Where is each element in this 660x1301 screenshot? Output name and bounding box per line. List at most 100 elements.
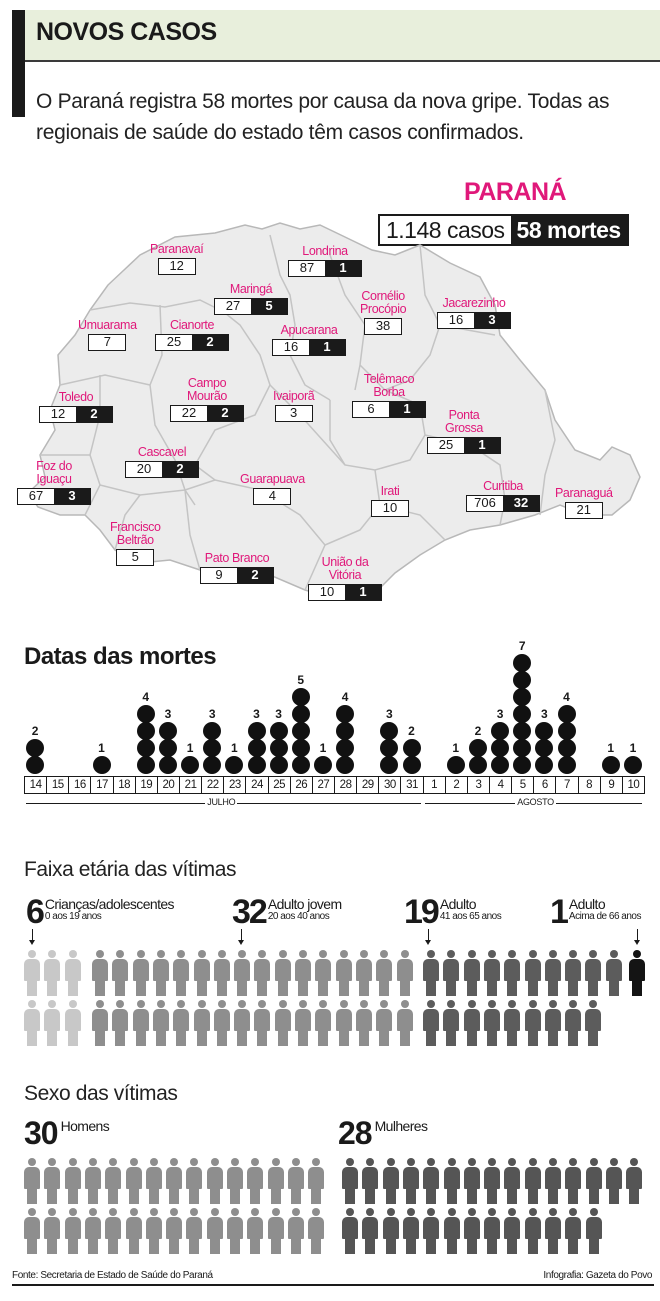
map-region: Apucarana 16 1: [272, 324, 346, 356]
person-icon: [342, 1208, 358, 1254]
arrow-down-icon: [634, 929, 640, 945]
person-icon: [213, 950, 230, 996]
date-cell: 10: [621, 776, 645, 794]
map-region: Ivaiporã 3: [273, 390, 315, 422]
person-icon: [545, 1158, 561, 1204]
person-icon: [152, 950, 169, 996]
person-icon: [585, 1000, 602, 1046]
region-cases: 67: [18, 489, 54, 504]
date-cell: 29: [356, 776, 380, 794]
region-cases: 706: [467, 496, 503, 511]
age-group-children: 6 Crianças/adolescentes 0 aos 19 anos: [26, 893, 175, 931]
region-cases: 87: [289, 261, 325, 276]
death-dot: [402, 756, 421, 774]
region-stats: 21: [564, 502, 603, 519]
person-icon: [112, 950, 129, 996]
region-name: Pato Branco: [204, 551, 270, 565]
date-cell: 16: [68, 776, 92, 794]
header-accent-bar: [12, 10, 25, 117]
person-icon: [402, 1208, 419, 1254]
map-region: Cornélio Procópio 38: [360, 290, 407, 335]
map-region: Pato Branco 9 2: [200, 552, 274, 584]
arrow-down-icon: [425, 929, 431, 945]
person-icon: [267, 1158, 284, 1204]
region-name: Curitiba: [483, 479, 523, 493]
person-icon: [254, 1000, 271, 1046]
men-count: 30: [24, 1115, 59, 1151]
map-region: Telêmaco Borba 6 1: [352, 373, 426, 418]
person-icon: [105, 1158, 122, 1204]
map-region: Foz do Iguaçu 67 3: [17, 460, 91, 505]
region-name: Toledo: [58, 390, 94, 404]
death-dot: [336, 705, 355, 723]
death-dot: [203, 722, 222, 740]
person-icon: [544, 950, 561, 996]
death-dot: [247, 739, 266, 757]
map-region: União da Vitória 10 1: [308, 556, 382, 601]
person-icon: [355, 1000, 372, 1046]
death-dot: [247, 756, 266, 774]
person-icon: [254, 950, 271, 996]
region-deaths: 2: [162, 462, 198, 477]
date-death-count: 3: [253, 707, 260, 721]
date-cell: 21: [179, 776, 203, 794]
state-title: PARANÁ: [464, 178, 567, 206]
region-stats: 3: [274, 405, 313, 422]
date-cell: 23: [223, 776, 247, 794]
date-death-count: 2: [31, 724, 39, 738]
region-name: Beltrão: [116, 533, 154, 547]
death-dot: [513, 671, 532, 689]
person-icon: [423, 1208, 440, 1254]
death-dot: [181, 756, 200, 774]
person-icon: [443, 1208, 460, 1254]
region-stats: 25 1: [427, 437, 501, 454]
death-dot: [380, 739, 399, 757]
men-label: Homens: [60, 1118, 110, 1134]
map-region: Paranavaí 12: [150, 243, 204, 275]
person-icon: [504, 1158, 521, 1204]
person-icon: [295, 950, 311, 996]
region-name: Mourão: [187, 389, 227, 403]
date-death-count: 1: [98, 741, 105, 755]
person-icon: [44, 1208, 61, 1254]
person-icon: [92, 1000, 108, 1046]
person-icon: [463, 1000, 480, 1046]
person-icon: [24, 950, 40, 996]
death-dot: [158, 722, 177, 740]
region-name: Ponta: [448, 408, 480, 422]
death-dot: [513, 756, 532, 774]
region-cases: 38: [365, 319, 402, 334]
person-icon: [274, 950, 291, 996]
date-death-count: 7: [518, 639, 526, 653]
person-icon: [362, 1158, 379, 1204]
date-cell: 4: [489, 776, 513, 794]
region-deaths: 2: [237, 568, 273, 583]
date-death-count: 4: [563, 690, 570, 704]
date-cell: 5: [511, 776, 535, 794]
region-deaths: 1: [309, 340, 345, 355]
death-dot: [513, 654, 532, 672]
person-icon: [484, 1158, 501, 1204]
person-icon: [112, 1000, 129, 1046]
death-dot: [269, 722, 288, 740]
person-icon: [504, 1208, 521, 1254]
age-group-young-adult: 32 Adulto jovem 20 aos 40 anos: [232, 895, 342, 929]
state-cases: 1.148 casos: [380, 216, 511, 244]
arrow-down-icon: [29, 929, 35, 945]
state-summary-box: 1.148 casos 58 mortes: [378, 214, 629, 246]
date-cell: 15: [46, 776, 70, 794]
age-young-label: Adulto jovem: [267, 896, 342, 912]
region-stats: 25 2: [155, 334, 229, 351]
person-icon: [376, 1000, 393, 1046]
death-dot: [513, 688, 532, 706]
death-dot: [557, 705, 576, 723]
arrow-down-icon: [238, 929, 244, 945]
person-icon: [64, 1208, 81, 1254]
date-death-count: 3: [386, 707, 393, 721]
page-title: NOVOS CASOS: [36, 18, 217, 46]
death-dot: [535, 756, 554, 774]
age-children-count: 6: [26, 893, 45, 931]
date-death-count: 3: [275, 707, 282, 721]
death-dot: [468, 739, 487, 757]
person-icon: [206, 1158, 223, 1204]
